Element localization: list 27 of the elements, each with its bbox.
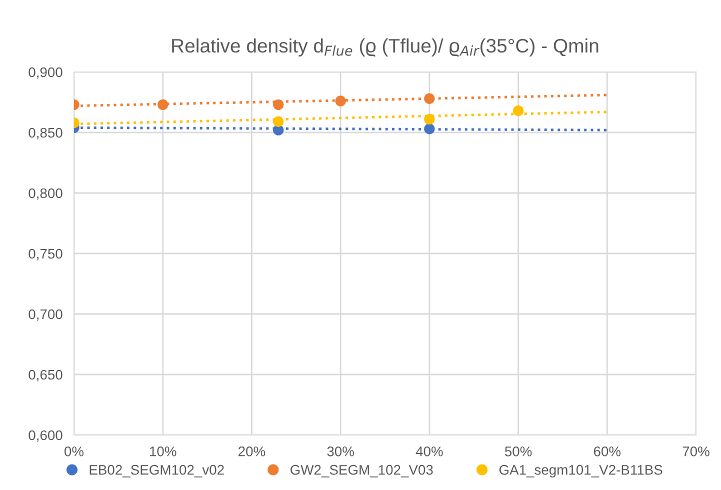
y-tick-label: 0,850: [28, 128, 62, 140]
y-tick-label: 0,650: [28, 370, 62, 382]
point: [512, 105, 524, 116]
y-tick-label: 0,750: [28, 248, 62, 260]
x-tick-label: 20%: [238, 446, 266, 456]
y-tick-label: 0,600: [28, 430, 62, 442]
x-tick-label: 10%: [150, 446, 176, 456]
point: [424, 114, 435, 125]
y-tick-label: 0,700: [28, 309, 62, 321]
x-tick-label: 40%: [416, 446, 443, 456]
x-tick-label: 30%: [327, 446, 354, 456]
point: [424, 93, 435, 104]
legend-label: GA1_segm101_V2-B11BS: [499, 464, 662, 478]
legend-label: EB02_SEGM102_v02: [90, 464, 224, 478]
x-tick-label: 70%: [682, 446, 710, 456]
point: [424, 124, 435, 134]
x-tick-label: 60%: [594, 446, 621, 456]
y-tick-label: 0,800: [28, 188, 62, 200]
y-tick-label: 0,900: [28, 67, 62, 79]
point: [273, 116, 284, 127]
chart-title: Relative density d$_{Flue}$ (ϱ (Tflue)/ ϱ$_{Air}$(35°C) - Qmin: [172, 38, 598, 56]
point: [335, 96, 346, 106]
legend-label: GW2_SEGM_102_V03: [290, 464, 433, 478]
x-tick-label: 0%: [64, 446, 84, 456]
point: [273, 99, 284, 110]
point: [273, 124, 284, 136]
x-tick-label: 50%: [504, 446, 532, 456]
